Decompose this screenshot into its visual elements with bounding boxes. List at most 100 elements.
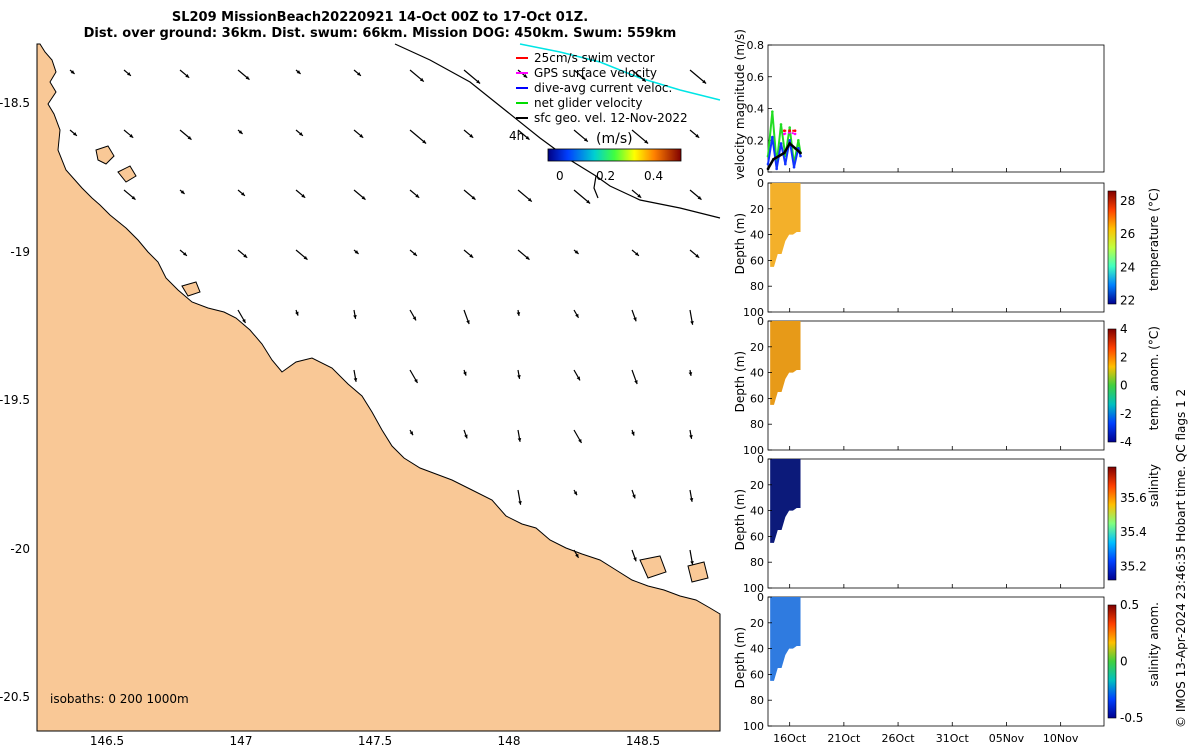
velocity-arrowhead <box>690 560 694 565</box>
velocity-arrowhead <box>469 134 474 138</box>
depth-section-fill <box>770 597 801 681</box>
time-series-panels: 00.20.40.60.8020406080100282624220204060… <box>743 39 1147 733</box>
velocity-arrowhead <box>238 130 243 134</box>
velocity-arrowhead <box>576 376 580 381</box>
velocity-point <box>797 138 800 142</box>
velocity-arrowhead <box>243 254 248 258</box>
velocity-arrowhead <box>356 72 361 76</box>
velocity-arrowhead <box>523 74 528 78</box>
colorbar-tick-label: -0.5 <box>1120 711 1143 725</box>
velocity-arrowhead <box>129 134 134 138</box>
isobaths-label: isobaths: 0 200 1000m <box>50 692 189 706</box>
colorbar-tick-label: 26 <box>1120 227 1135 241</box>
velocity-arrowhead <box>185 74 190 78</box>
depth-section-fill <box>770 183 801 267</box>
colorbar-tick-label: 22 <box>1120 294 1135 308</box>
map-lon-tick-label: 148.5 <box>626 734 660 748</box>
velocity-ytick-label: 0.2 <box>747 134 765 147</box>
depth-ytick-label: 60 <box>750 392 764 405</box>
depth-ytick-label: 20 <box>750 617 764 630</box>
colorbar-label: salinity anom. <box>1147 601 1161 687</box>
velocity-arrowhead <box>695 254 700 258</box>
velocity-point <box>788 129 791 133</box>
map-lon-tick-label: 147 <box>230 734 253 748</box>
velocity-arrowhead <box>422 139 427 144</box>
velocity-arrowhead <box>296 70 301 74</box>
velocity-arrowhead <box>131 195 136 200</box>
velocity-arrowhead <box>476 79 481 84</box>
colorbar-gradient <box>547 148 682 162</box>
colorbar-bar <box>1107 190 1117 305</box>
velocity-arrowhead <box>359 134 364 138</box>
map-lon-tick-label: 147.5 <box>358 734 392 748</box>
velocity-arrowhead <box>586 199 591 204</box>
map-lat-tick-label: -19 <box>10 245 30 259</box>
depth-ytick-label: 40 <box>750 505 764 518</box>
velocity-arrowhead <box>415 194 420 198</box>
velocity-point <box>782 151 786 155</box>
depth-section-fill <box>770 321 801 405</box>
velocity-arrowhead <box>353 315 357 319</box>
velocity-arrowhead <box>242 318 246 323</box>
velocity-ytick-label: 0.4 <box>747 103 765 116</box>
time-tick-label: 05Nov <box>989 732 1025 745</box>
depth-ytick-label: 40 <box>750 229 764 242</box>
velocity-point <box>799 154 802 158</box>
velocity-point <box>775 167 778 171</box>
legend-label: GPS surface velocity <box>534 66 657 80</box>
colorbar-unit: (m/s) <box>596 131 633 147</box>
map-lat-tick-label: -19.5 <box>0 393 30 407</box>
colorbar-time-label: 4h <box>509 129 524 143</box>
depth-ytick-label: 0 <box>757 453 764 466</box>
depth-ytick-label: 60 <box>750 668 764 681</box>
depth-ylabel: Depth (m) <box>733 626 747 688</box>
colorbar-tick-label: 2 <box>1120 350 1128 364</box>
depth-ytick-label: 100 <box>743 306 764 319</box>
colorbar-tick-label: 0.5 <box>1120 598 1139 612</box>
velocity-arrowhead <box>353 377 358 382</box>
velocity-arrowhead <box>688 372 693 376</box>
velocity-arrowhead <box>419 77 424 82</box>
velocity-arrowhead <box>578 438 582 443</box>
velocity-point <box>772 158 775 161</box>
island <box>639 555 667 579</box>
depth-plot-frame <box>767 458 1105 589</box>
depth-ytick-label: 40 <box>750 367 764 380</box>
velocity-point <box>799 151 802 155</box>
depth-ytick-label: 80 <box>750 556 764 569</box>
velocity-arrowhead <box>412 316 416 321</box>
map-lat-tick-label: -20 <box>10 542 30 556</box>
velocity-arrowhead <box>583 137 588 142</box>
velocity-point <box>766 167 770 171</box>
depth-ytick-label: 60 <box>750 254 764 267</box>
time-axis-ticks: 16Oct 21Oct 26Oct 31Oct 05Nov 10Nov <box>773 168 1079 745</box>
velocity-arrowhead <box>697 195 702 200</box>
time-tick-label: 16Oct <box>773 732 807 745</box>
velocity-arrowhead <box>298 132 303 136</box>
velocity-point <box>766 162 770 166</box>
depth-ytick-label: 80 <box>750 694 764 707</box>
velocity-arrowhead <box>632 494 636 499</box>
copyright-footnote: © IMOS 13-Apr-2024 23:46:35 Hobart time.… <box>1174 388 1188 728</box>
depth-plot-frame <box>767 182 1105 313</box>
depth-ytick-label: 0 <box>757 591 764 604</box>
colorbar-tick-label: 35.6 <box>1120 491 1147 505</box>
depth-ytick-label: 40 <box>750 643 764 656</box>
colorbar-tick-label: 35.4 <box>1120 525 1147 539</box>
velocity-point <box>771 110 774 113</box>
velocity-arrowhead <box>575 313 579 318</box>
velocity-arrowhead <box>463 371 467 376</box>
velocity-arrowhead <box>634 252 639 256</box>
depth-ytick-label: 0 <box>757 315 764 328</box>
depth-ytick-label: 20 <box>750 341 764 354</box>
colorbar-tick: 0.4 <box>644 169 663 183</box>
velocity-arrowhead <box>631 431 635 436</box>
velocity-arrowhead <box>516 312 521 316</box>
velocity-arrowhead <box>126 72 131 76</box>
map-lon-tick-label: 146.5 <box>90 734 124 748</box>
velocity-arrowhead <box>414 378 418 383</box>
velocity-arrowhead <box>581 75 586 80</box>
depth-plot-frame <box>767 596 1105 727</box>
velocity-arrowhead <box>303 255 308 260</box>
